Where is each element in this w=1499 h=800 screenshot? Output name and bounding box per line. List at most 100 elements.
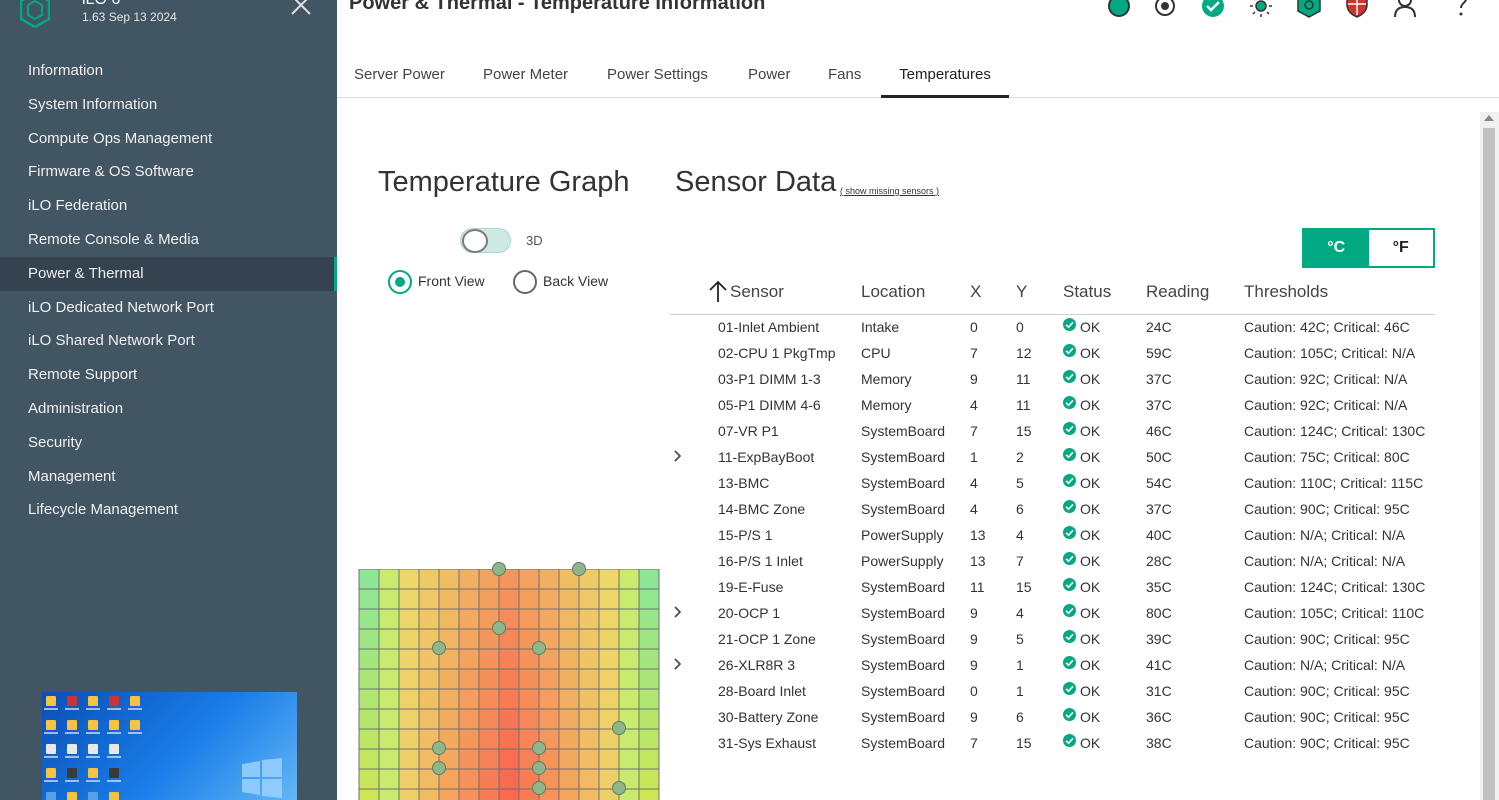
sidebar-item-lifecycle-management[interactable]: Lifecycle Management [28,501,179,519]
cell-x: 11 [970,579,985,595]
sidebar-item-remote-console-media[interactable]: Remote Console & Media [28,230,199,248]
table-header: Sensor Location X Y Status Reading Thres… [670,276,1435,315]
health-status-icon[interactable] [1106,0,1132,18]
sidebar-item-firmware-os-software[interactable]: Firmware & OS Software [28,163,194,181]
sidebar-item-ilo-federation[interactable]: iLO Federation [28,197,128,215]
sun-icon[interactable] [1248,0,1274,18]
heatmap-cell [358,748,380,770]
table-row[interactable]: 20-OCP 1 SystemBoard 9 4 OK 80C Caution: 105C;… [670,601,1435,627]
tab-power-settings[interactable]: Power Settings [607,66,708,83]
desktop-shortcut-icon [109,792,119,800]
sensor-marker [532,761,546,775]
table-row[interactable]: 31-Sys Exhaust SystemBoard 7 15 OK 38C Caution… [670,731,1435,757]
heatmap-cell [458,648,480,670]
desktop-shortcut-label [128,732,142,734]
column-header-thresholds[interactable]: Thresholds [1244,282,1329,301]
table-row[interactable]: 15-P/S 1 PowerSupply 13 4 OK 40C Caution: N/A;… [670,523,1435,549]
show-missing-sensors-link[interactable]: ( show missing sensors ) [840,186,940,196]
table-row[interactable]: 16-P/S 1 Inlet PowerSupply 13 7 OK 28C Caution… [670,549,1435,575]
table-row[interactable]: 07-VR P1 SystemBoard 7 15 OK 46C Caution: 124C… [670,419,1435,445]
cell-x: 7 [970,423,978,439]
help-icon[interactable] [1448,0,1474,18]
column-header-reading[interactable]: Reading [1146,282,1210,301]
heatmap-cell [398,768,420,790]
table-row[interactable]: 05-P1 DIMM 4-6 Memory 4 11 OK 37C Caution: 92C… [670,393,1435,419]
sidebar-item-ilo-dedicated-network-port[interactable]: iLO Dedicated Network Port [28,298,214,316]
chevron-right-icon[interactable] [670,657,684,671]
sidebar-item-system-information[interactable]: System Information [28,95,158,113]
sidebar-item-security[interactable]: Security [28,433,83,451]
chevron-right-icon[interactable] [670,449,684,463]
cell-sensor: 30-Battery Zone [718,709,819,725]
table-row[interactable]: 13-BMC SystemBoard 4 5 OK 54C Caution: 110C; C… [670,471,1435,497]
front-view-radio[interactable] [388,270,412,294]
app-version: 1.63 Sep 13 2024 [82,10,177,24]
column-header-status[interactable]: Status [1063,282,1112,301]
scroll-up-icon[interactable] [1483,113,1495,123]
tab-power[interactable]: Power [748,66,791,83]
heatmap-top-markers [492,562,586,576]
column-header-location[interactable]: Location [861,282,926,301]
heatmap-cell [618,688,640,710]
tab-fans[interactable]: Fans [828,66,862,83]
heatmap-cell [558,608,580,630]
fahrenheit-button[interactable]: °F [1368,230,1433,266]
table-row[interactable]: 26-XLR8R 3 SystemBoard 9 1 OK 41C Caution: N/A… [670,653,1435,679]
heatmap-cell [518,608,540,630]
column-header-x[interactable]: X [970,282,982,301]
security-shield-icon[interactable] [1344,0,1370,18]
column-header-y[interactable]: Y [1016,282,1028,301]
table-row[interactable]: 30-Battery Zone SystemBoard 9 6 OK 36C Caution… [670,705,1435,731]
desktop-shortcut-icon [109,768,119,778]
sidebar-item-remote-support[interactable]: Remote Support [28,366,138,384]
cell-sensor: 19-E-Fuse [718,579,784,595]
back-view-label[interactable]: Back View [543,273,609,289]
close-icon[interactable] [288,0,314,20]
tab-power-meter[interactable]: Power Meter [483,66,569,83]
heatmap-cell [618,628,640,650]
sidebar-item-administration[interactable]: Administration [28,399,124,417]
heatmap-cell [598,628,620,650]
column-header-sensor[interactable]: Sensor [730,282,784,301]
tab-server-power[interactable]: Server Power [354,66,445,83]
table-row[interactable]: 28-Board Inlet SystemBoard 0 1 OK 31C Caution:… [670,679,1435,705]
scrollbar-thumb[interactable] [1483,128,1495,800]
target-icon[interactable] [1152,0,1178,18]
user-icon[interactable] [1392,0,1418,18]
celsius-button[interactable]: °C [1304,230,1369,266]
back-view-radio[interactable] [513,270,537,294]
desktop-shortcut-label [86,708,100,710]
sidebar-item-power-thermal[interactable]: Power & Thermal [0,256,337,291]
cell-sensor: 15-P/S 1 [718,527,773,543]
3d-toggle[interactable] [460,228,511,253]
heatmap-cell [438,708,460,730]
sort-ascending-icon[interactable] [708,279,728,303]
heatmap-cell [598,688,620,710]
cell-y: 15 [1016,735,1032,751]
table-row[interactable]: 02-CPU 1 PkgTmp CPU 7 12 OK 59C Caution: 105C;… [670,341,1435,367]
heatmap-cell [398,708,420,730]
table-row[interactable]: 03-P1 DIMM 1-3 Memory 9 11 OK 37C Caution: 92C… [670,367,1435,393]
remote-console-thumbnail[interactable] [42,692,297,800]
sidebar-item-management[interactable]: Management [28,467,116,485]
sidebar-item-compute-ops-management[interactable]: Compute Ops Management [28,129,213,147]
heatmap-cell [538,708,560,730]
cell-x: 9 [970,371,978,387]
desktop-shortcut-icon [67,792,77,800]
sidebar-item-ilo-shared-network-port[interactable]: iLO Shared Network Port [28,332,195,350]
front-view-label[interactable]: Front View [418,273,485,289]
table-row[interactable]: 01-Inlet Ambient Intake 0 0 OK 24C Caution: 42… [670,315,1435,341]
table-row[interactable]: 11-ExpBayBoot SystemBoard 1 2 OK 50C Caution: … [670,445,1435,471]
table-row[interactable]: 19-E-Fuse SystemBoard 11 15 OK 35C Caution: 12… [670,575,1435,601]
table-row[interactable]: 14-BMC Zone SystemBoard 4 6 OK 37C Caution: 90… [670,497,1435,523]
tab-temperatures[interactable]: Temperatures [881,54,1009,98]
heatmap-cell [558,708,580,730]
check-icon[interactable] [1200,0,1226,18]
chevron-right-icon[interactable] [670,605,684,619]
table-row[interactable]: 21-OCP 1 Zone SystemBoard 9 5 OK 39C Caution: … [670,627,1435,653]
desktop-shortcut-icon [46,744,56,754]
shield-icon[interactable] [1296,0,1322,18]
sidebar-item-information[interactable]: Information [28,62,104,79]
status-ok-icon [1063,708,1076,721]
tab-bar: Server Power Power Meter Power Settings … [337,54,1499,98]
